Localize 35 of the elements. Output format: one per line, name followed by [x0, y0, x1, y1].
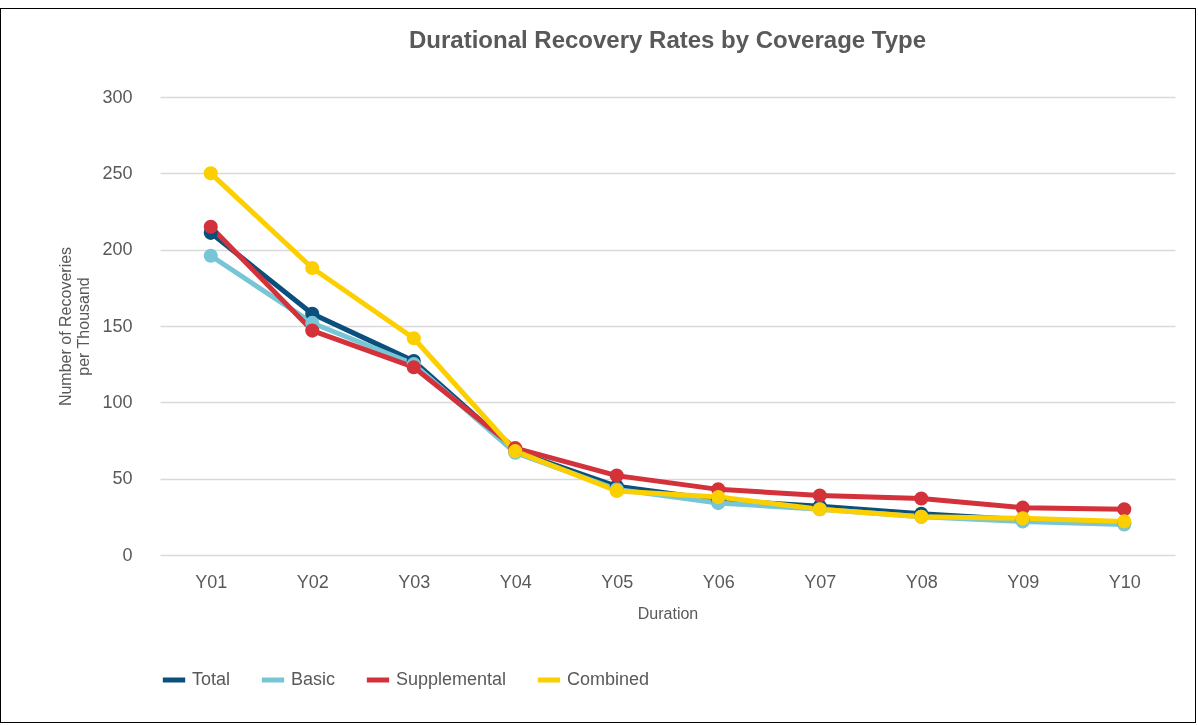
- x-tick-label: Y04: [499, 571, 532, 592]
- chart-title: Durational Recovery Rates by Coverage Type: [408, 26, 927, 53]
- x-tick-label: Y02: [296, 571, 329, 592]
- y-tick-label: 0: [122, 544, 133, 565]
- point: [1117, 502, 1132, 517]
- legend-label: Combined: [567, 669, 650, 689]
- x-tick-label: Y05: [601, 571, 634, 592]
- y-axis-title: Number of Recoveries per Thousand: [57, 246, 93, 407]
- x-tick-label: Y09: [1007, 571, 1040, 592]
- legend-label: Basic: [291, 669, 336, 689]
- point: [914, 491, 929, 506]
- legend-label: Supplemental: [396, 669, 507, 689]
- point: [812, 488, 827, 503]
- x-tick-label: Y03: [398, 571, 431, 592]
- point: [305, 260, 320, 276]
- point: [203, 219, 218, 234]
- point: [305, 323, 320, 338]
- y-tick-label: 100: [102, 391, 133, 412]
- point: [711, 489, 726, 505]
- legend-label: Total: [192, 669, 231, 689]
- x-axis-title: Duration: [637, 604, 699, 622]
- y-tick-label: 250: [102, 162, 133, 183]
- point: [609, 468, 624, 483]
- x-tick-label: Y07: [804, 571, 837, 592]
- y-tick-label: 50: [112, 468, 133, 489]
- x-tick-label: Y08: [905, 571, 938, 592]
- y-tick-label: 200: [102, 239, 133, 260]
- point: [406, 331, 421, 346]
- y-tick-label: 150: [102, 315, 133, 336]
- point: [203, 166, 218, 181]
- x-tick-label: Y10: [1108, 571, 1141, 592]
- point: [203, 248, 218, 263]
- x-tick-label: Y06: [702, 571, 735, 592]
- x-tick-label: Y01: [195, 571, 228, 592]
- y-tick-label: 300: [102, 86, 133, 107]
